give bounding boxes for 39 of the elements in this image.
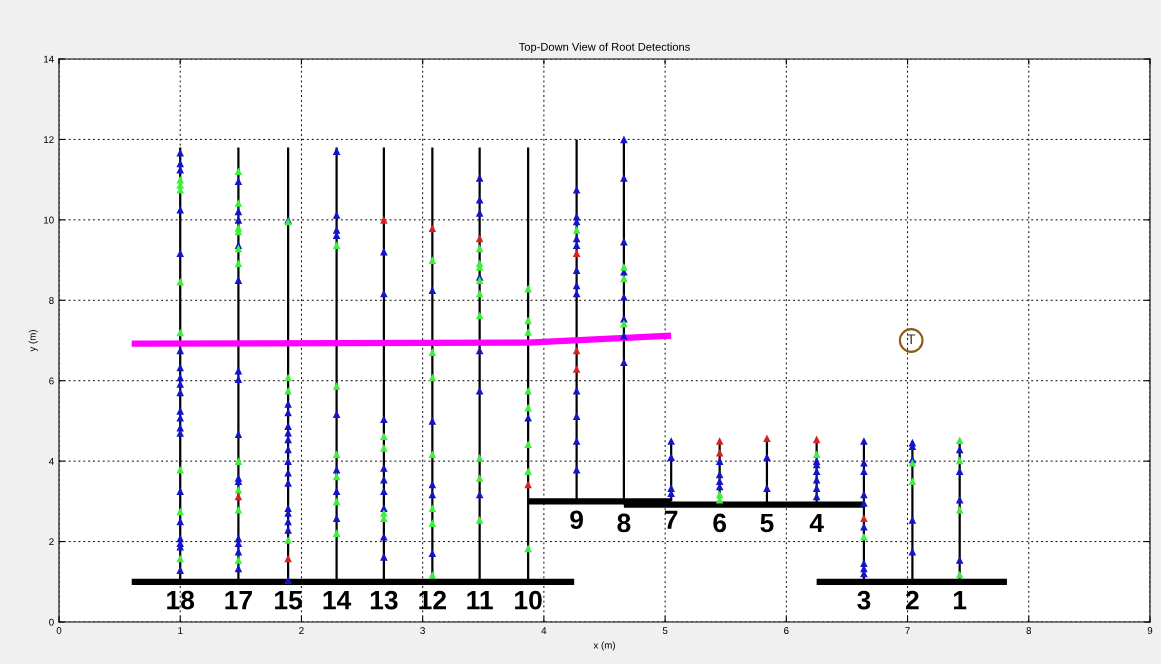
series-label: 9 [570, 510, 583, 530]
y-tick-label: 4 [48, 457, 54, 465]
x-tick-label: 3 [420, 627, 425, 634]
series-label: 15 [275, 591, 303, 610]
y-axis-title: y (m) [28, 330, 38, 352]
x-tick-label: 9 [1147, 627, 1153, 634]
y-tick-label: 10 [44, 216, 54, 224]
annotation: T [907, 334, 916, 345]
y-tick-label: 14 [44, 55, 54, 63]
series-label: 3 [857, 590, 871, 610]
y-tick-label: 2 [49, 538, 54, 546]
series-label: 4 [809, 513, 824, 533]
x-tick-label: 0 [56, 627, 62, 634]
series-label: 5 [760, 513, 774, 533]
x-tick-label: 7 [905, 627, 910, 634]
x-tick-label: 5 [662, 627, 668, 634]
x-tick-label: 2 [299, 627, 304, 634]
series-label: 12 [419, 590, 446, 610]
y-tick-label: 12 [44, 136, 54, 143]
series-label: 14 [323, 591, 352, 610]
chart-title: Top-Down View of Root Detections [519, 42, 690, 53]
x-tick-label: 8 [1026, 627, 1032, 634]
x-tick-label: 6 [784, 627, 789, 634]
x-tick-label: 1 [178, 627, 183, 634]
series-label: 8 [617, 513, 631, 533]
series-label: 11 [467, 591, 493, 610]
series-label: 18 [167, 590, 195, 610]
x-tick-label: 4 [541, 627, 547, 634]
series-label: 1 [954, 591, 967, 610]
series-label: 6 [713, 513, 727, 533]
series-label: 2 [905, 590, 919, 610]
y-tick-label: 6 [49, 377, 54, 385]
series-label: 17 [225, 591, 252, 610]
series-label: 7 [664, 510, 678, 529]
y-tick-label: 0 [49, 618, 54, 626]
series-label: 13 [370, 590, 398, 610]
x-axis-title: x (m) [593, 641, 615, 651]
y-tick-label: 8 [49, 297, 54, 304]
series-label: 10 [515, 590, 542, 610]
